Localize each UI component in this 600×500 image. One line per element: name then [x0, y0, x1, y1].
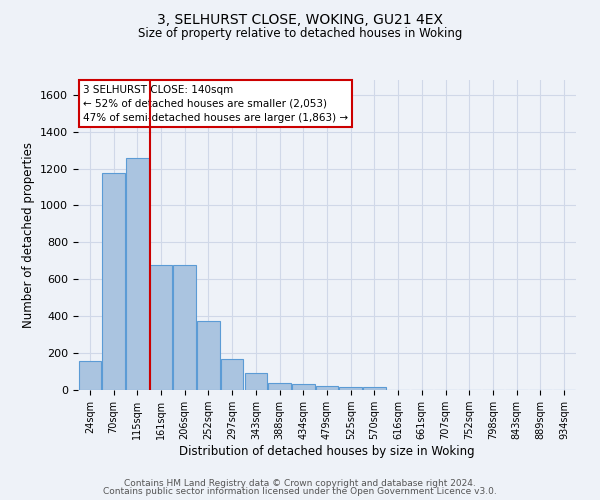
- Bar: [197, 321, 220, 390]
- Bar: [268, 382, 291, 390]
- Bar: [103, 173, 125, 390]
- Text: 3 SELHURST CLOSE: 140sqm
← 52% of detached houses are smaller (2,053)
47% of sem: 3 SELHURST CLOSE: 140sqm ← 52% of detach…: [83, 84, 348, 122]
- Bar: [173, 264, 196, 390]
- X-axis label: Distribution of detached houses by size in Woking: Distribution of detached houses by size …: [179, 445, 475, 458]
- Bar: [126, 158, 149, 390]
- Bar: [79, 362, 101, 390]
- Text: Size of property relative to detached houses in Woking: Size of property relative to detached ho…: [138, 28, 462, 40]
- Text: Contains public sector information licensed under the Open Government Licence v3: Contains public sector information licen…: [103, 487, 497, 496]
- Bar: [340, 388, 362, 390]
- Bar: [316, 386, 338, 390]
- Y-axis label: Number of detached properties: Number of detached properties: [22, 142, 35, 328]
- Bar: [150, 266, 172, 390]
- Text: Contains HM Land Registry data © Crown copyright and database right 2024.: Contains HM Land Registry data © Crown c…: [124, 478, 476, 488]
- Bar: [245, 374, 267, 390]
- Bar: [292, 384, 314, 390]
- Text: 3, SELHURST CLOSE, WOKING, GU21 4EX: 3, SELHURST CLOSE, WOKING, GU21 4EX: [157, 12, 443, 26]
- Bar: [363, 387, 386, 390]
- Bar: [221, 358, 244, 390]
